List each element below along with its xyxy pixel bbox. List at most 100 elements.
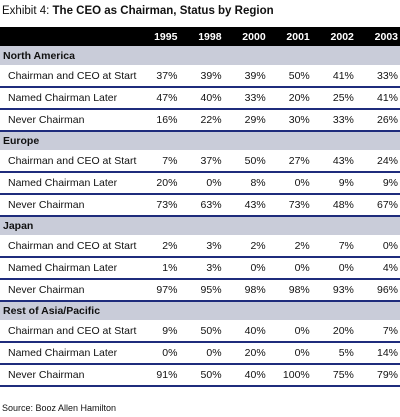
cell-value: 75% — [311, 364, 356, 387]
cell-value: 3% — [179, 257, 224, 280]
cell-value: 7% — [311, 235, 356, 258]
table-row: Chairman and CEO at Start 37% 39% 39% 50% 41%… — [0, 65, 400, 88]
cell-value: 3% — [179, 235, 224, 258]
region-row: Rest of Asia/Pacific — [0, 301, 400, 320]
exhibit-label: Exhibit 4: — [2, 5, 50, 17]
cell-value: 0% — [267, 257, 312, 280]
cell-value: 30% — [267, 109, 312, 132]
cell-value: 67% — [355, 194, 400, 217]
region-name: Rest of Asia/Pacific — [3, 305, 101, 317]
cell-value: 0% — [179, 342, 224, 365]
cell-value: 100% — [267, 364, 312, 387]
cell-value: 20% — [135, 172, 180, 195]
table-row: Never Chairman 16% 22% 29% 30% 33% 26% — [0, 109, 400, 132]
cell-value: 1% — [135, 257, 180, 280]
cell-value: 73% — [135, 194, 180, 217]
table-row: Named Chairman Later 0% 0% 20% 0% 5% 14% — [0, 342, 400, 365]
cell-value: 29% — [223, 109, 268, 132]
cell-value: 33% — [223, 87, 268, 110]
exhibit-title-text: The CEO as Chairman, Status by Region — [52, 5, 274, 17]
cell-value: 0% — [311, 257, 356, 280]
region-row: North America — [0, 46, 400, 65]
table-row: Chairman and CEO at Start 2% 3% 2% 2% 7% 0% — [0, 235, 400, 258]
cell-value: 33% — [311, 109, 356, 132]
cell-value: 2% — [223, 235, 268, 258]
cell-value: 0% — [355, 235, 400, 258]
cell-value: 20% — [311, 320, 356, 343]
cell-value: 43% — [223, 194, 268, 217]
cell-value: 0% — [267, 342, 312, 365]
year-header-2003: 2003 — [374, 30, 398, 43]
row-label: Named Chairman Later — [0, 342, 136, 365]
cell-value: 37% — [179, 150, 224, 173]
row-label: Named Chairman Later — [0, 257, 136, 280]
region-status-table: 1995 1998 2000 2001 2002 2003 North America Ch… — [0, 27, 400, 387]
cell-value: 98% — [267, 279, 312, 302]
cell-value: 40% — [179, 87, 224, 110]
cell-value: 27% — [267, 150, 312, 173]
cell-value: 79% — [355, 364, 400, 387]
cell-value: 73% — [267, 194, 312, 217]
row-label: Named Chairman Later — [0, 87, 136, 110]
cell-value: 9% — [135, 320, 180, 343]
cell-value: 40% — [223, 364, 268, 387]
cell-value: 50% — [179, 320, 224, 343]
table-row: Named Chairman Later 20% 0% 8% 0% 9% 9% — [0, 172, 400, 195]
year-header-2000: 2000 — [242, 30, 266, 43]
cell-value: 16% — [135, 109, 180, 132]
region-name: Europe — [3, 135, 40, 147]
year-header-1998: 1998 — [198, 30, 222, 43]
table-row: Named Chairman Later 47% 40% 33% 20% 25% 41% — [0, 87, 400, 110]
cell-value: 41% — [311, 65, 356, 88]
cell-value: 9% — [311, 172, 356, 195]
region-row: Europe — [0, 131, 400, 150]
year-header-row: 1995 1998 2000 2001 2002 2003 — [0, 27, 400, 46]
header-corner — [0, 27, 136, 46]
cell-value: 96% — [355, 279, 400, 302]
cell-value: 7% — [135, 150, 180, 173]
row-label: Never Chairman — [0, 364, 136, 387]
year-header-2002: 2002 — [330, 30, 354, 43]
table-row: Chairman and CEO at Start 7% 37% 50% 27% 43% 2… — [0, 150, 400, 173]
cell-value: 63% — [179, 194, 224, 217]
row-label: Chairman and CEO at Start — [0, 320, 136, 343]
cell-value: 50% — [179, 364, 224, 387]
cell-value: 97% — [135, 279, 180, 302]
table-row: Named Chairman Later 1% 3% 0% 0% 0% 4% — [0, 257, 400, 280]
region-row: Japan — [0, 216, 400, 235]
cell-value: 40% — [223, 320, 268, 343]
cell-value: 43% — [311, 150, 356, 173]
table-row: Never Chairman 97% 95% 98% 98% 93% 96% — [0, 279, 400, 302]
cell-value: 5% — [311, 342, 356, 365]
cell-value: 0% — [267, 172, 312, 195]
cell-value: 8% — [223, 172, 268, 195]
cell-value: 37% — [135, 65, 180, 88]
source-note: Source: Booz Allen Hamilton — [2, 403, 117, 413]
row-label: Chairman and CEO at Start — [0, 65, 136, 88]
cell-value: 0% — [223, 257, 268, 280]
region-name: Japan — [3, 220, 34, 232]
table-row: Never Chairman 91% 50% 40% 100% 75% 79% — [0, 364, 400, 387]
cell-value: 0% — [135, 342, 180, 365]
row-label: Named Chairman Later — [0, 172, 136, 195]
row-label: Chairman and CEO at Start — [0, 235, 136, 258]
exhibit-title: Exhibit 4: The CEO as Chairman, Status b… — [2, 2, 274, 20]
row-label: Never Chairman — [0, 109, 136, 132]
cell-value: 9% — [355, 172, 400, 195]
cell-value: 7% — [355, 320, 400, 343]
cell-value: 50% — [267, 65, 312, 88]
cell-value: 22% — [179, 109, 224, 132]
row-label: Never Chairman — [0, 194, 136, 217]
cell-value: 39% — [179, 65, 224, 88]
cell-value: 20% — [267, 87, 312, 110]
cell-value: 26% — [355, 109, 400, 132]
cell-value: 0% — [179, 172, 224, 195]
year-header-2001: 2001 — [286, 30, 310, 43]
row-label: Never Chairman — [0, 279, 136, 302]
cell-value: 25% — [311, 87, 356, 110]
region-name: North America — [3, 49, 75, 62]
table-row: Chairman and CEO at Start 9% 50% 40% 0% 20% 7% — [0, 320, 400, 343]
cell-value: 4% — [355, 257, 400, 280]
cell-value: 50% — [223, 150, 268, 173]
cell-value: 41% — [355, 87, 400, 110]
